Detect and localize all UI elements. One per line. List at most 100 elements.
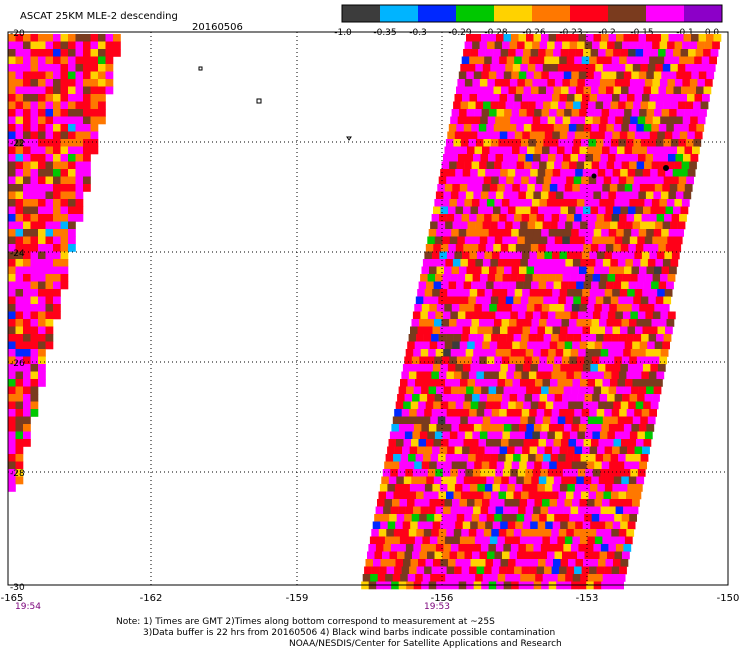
wind-cell <box>436 229 444 237</box>
wind-cell <box>468 139 477 147</box>
wind-cell <box>83 71 91 80</box>
wind-cell <box>656 176 664 185</box>
wind-cell <box>646 34 654 42</box>
wind-cell <box>578 349 586 357</box>
wind-cell <box>557 416 566 425</box>
wind-cell <box>535 379 543 387</box>
wind-cell <box>501 476 510 485</box>
wind-cell <box>656 214 665 222</box>
wind-cell <box>546 161 555 170</box>
wind-cell <box>632 379 641 387</box>
wind-cell <box>468 491 477 500</box>
wind-cell <box>444 461 452 470</box>
wind-cell <box>461 409 470 417</box>
wind-cell <box>30 64 39 72</box>
wind-cell <box>465 349 474 357</box>
wind-cell <box>512 499 520 507</box>
wind-cell <box>449 356 458 365</box>
wind-cell <box>594 499 603 507</box>
wind-cell <box>442 431 451 440</box>
wind-cell <box>462 289 470 297</box>
wind-cell <box>23 349 31 357</box>
wind-cell <box>15 199 24 207</box>
wind-cell <box>486 124 495 132</box>
wind-cell <box>440 559 449 567</box>
wind-cell <box>53 244 61 252</box>
wind-cell <box>30 334 39 342</box>
wind-cell <box>530 559 539 567</box>
wind-cell <box>531 161 540 170</box>
wind-cell <box>45 259 54 267</box>
wind-cell <box>383 544 392 552</box>
wind-cell <box>53 221 61 230</box>
wind-cell <box>561 124 570 132</box>
wind-cell <box>514 251 523 260</box>
wind-cell <box>53 64 61 72</box>
wind-cell <box>381 476 390 485</box>
wind-cell <box>650 244 659 252</box>
wind-cell <box>644 356 653 365</box>
wind-cell <box>461 56 470 65</box>
wind-cell <box>480 469 489 477</box>
wind-cell <box>561 199 570 207</box>
wind-cell <box>654 109 662 117</box>
wind-cell <box>549 499 558 507</box>
wind-cell <box>617 184 626 192</box>
wind-cell <box>30 311 39 320</box>
wind-cell <box>564 536 573 545</box>
wind-cell <box>620 169 628 177</box>
wind-cell <box>509 236 518 245</box>
wind-cell <box>568 281 577 290</box>
wind-cell <box>519 341 528 350</box>
wind-cell <box>538 244 547 252</box>
wind-cell <box>455 244 464 252</box>
wind-cell <box>537 289 545 297</box>
wind-cell <box>566 334 574 342</box>
wind-cell <box>433 244 442 252</box>
wind-cell <box>532 469 541 477</box>
wind-cell <box>90 116 99 125</box>
wind-cell <box>30 41 39 50</box>
wind-cell <box>632 341 640 350</box>
wind-cell <box>531 281 539 290</box>
wind-cell <box>75 191 84 200</box>
wind-cell <box>456 439 464 447</box>
wind-cell <box>401 409 410 417</box>
wind-cell <box>612 484 621 492</box>
wind-cell <box>492 364 501 372</box>
wind-cell <box>500 401 509 410</box>
wind-cell <box>570 469 579 477</box>
wind-cell <box>15 56 24 65</box>
wind-cell <box>539 551 548 560</box>
wind-cell <box>8 199 16 207</box>
wind-cell <box>452 379 461 387</box>
wind-cell <box>577 551 585 560</box>
wind-cell <box>15 101 24 110</box>
wind-cell <box>617 64 626 72</box>
wind-cell <box>499 566 507 575</box>
wind-cell <box>30 169 39 177</box>
wind-cell <box>602 64 611 72</box>
wind-cell <box>554 356 563 365</box>
wind-cell <box>461 334 469 342</box>
wind-cell <box>8 394 16 402</box>
wind-cell <box>606 161 615 170</box>
wind-cell <box>476 334 484 342</box>
wind-cell <box>646 424 655 432</box>
wind-cell <box>536 371 545 380</box>
wind-cell <box>542 574 551 582</box>
wind-cell <box>465 274 473 282</box>
wind-cell <box>512 416 521 425</box>
wind-cell <box>411 476 420 485</box>
wind-cell <box>449 394 458 402</box>
wind-cell <box>23 49 31 57</box>
wind-cell <box>461 251 470 260</box>
wind-cell <box>550 64 559 72</box>
wind-cell <box>652 79 661 87</box>
wind-cell <box>430 221 438 230</box>
wind-cell <box>684 184 693 192</box>
wind-cell <box>557 221 566 230</box>
wind-cell <box>628 244 637 252</box>
wind-cell <box>469 131 478 140</box>
wind-cell <box>614 319 622 327</box>
